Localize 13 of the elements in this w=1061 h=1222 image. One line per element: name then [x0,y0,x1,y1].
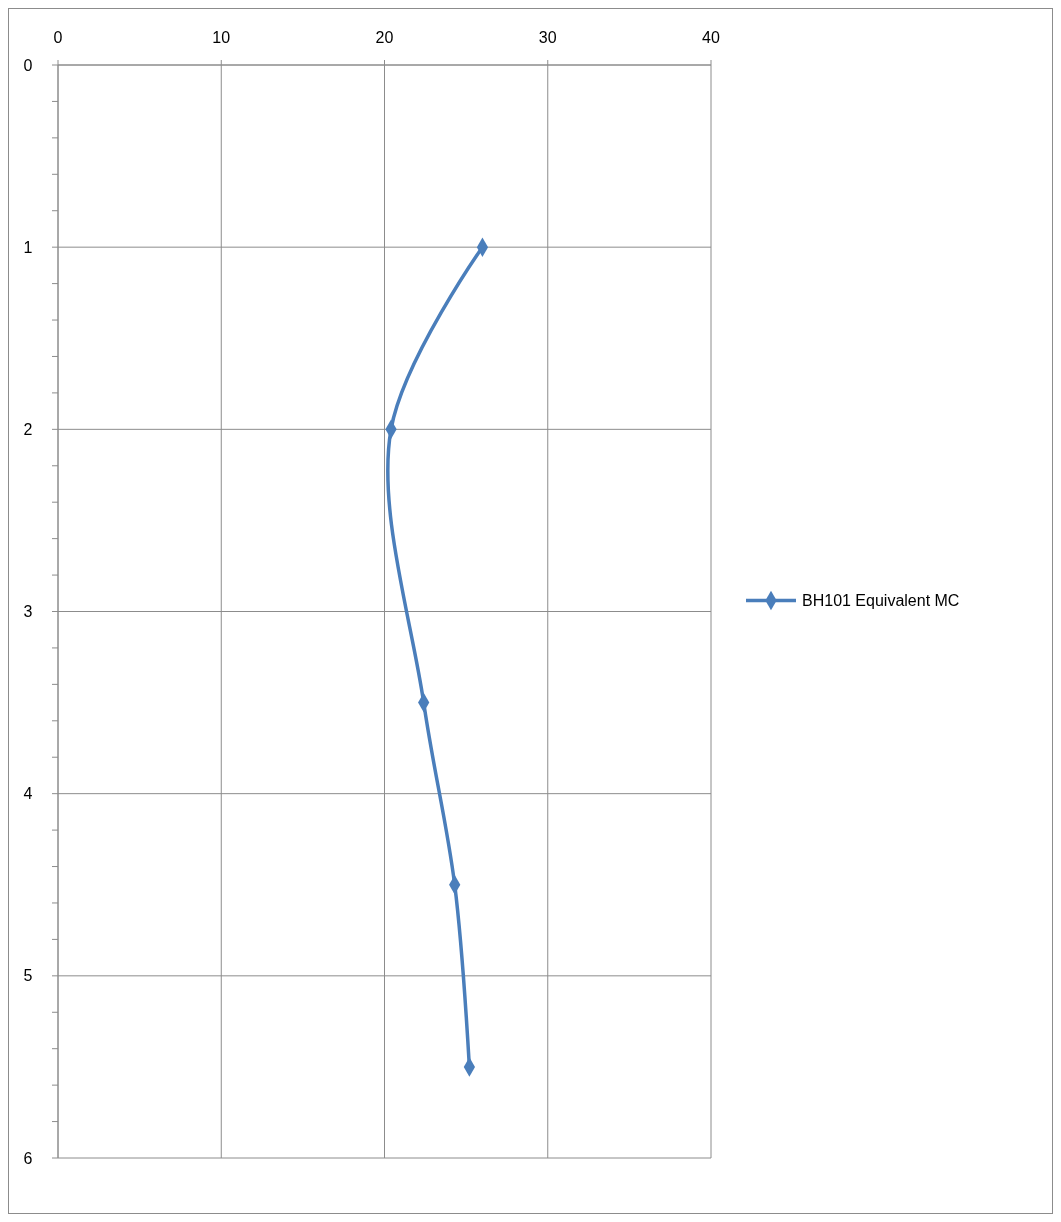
x-tick-label: 20 [375,29,394,46]
x-tick-label: 10 [212,29,231,46]
y-tick-label: 4 [23,785,33,803]
x-tick-label: 30 [538,29,557,46]
y-tick-label: 0 [23,56,33,74]
x-tick-label: 40 [702,29,720,46]
x-tick-label: 0 [53,29,63,46]
y-tick-label: 6 [23,1149,33,1167]
y-tick-label: 2 [23,420,33,438]
y-tick-label: 3 [23,603,33,621]
y-tick-label: 1 [23,238,33,256]
legend-label: BH101 Equivalent MC [802,592,960,610]
y-tick-label: 5 [23,967,33,985]
